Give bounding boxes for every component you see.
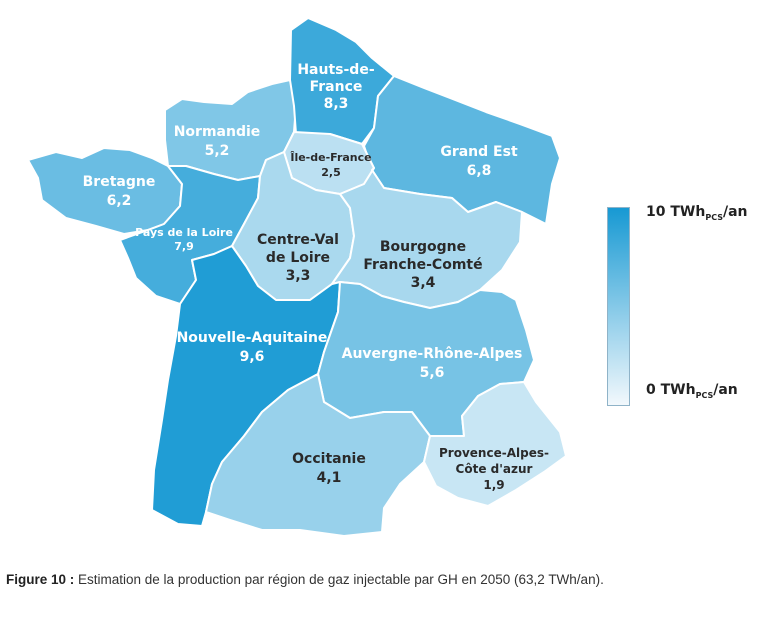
region-value-normandie: 5,2 xyxy=(205,143,230,159)
region-label-centre-val-de-loire: Centre-Val xyxy=(257,232,339,248)
region-value-pays-de-la-loire: 7,9 xyxy=(174,240,194,253)
region-label-auvergne-rhone-alpes: Auvergne-Rhône-Alpes xyxy=(342,346,523,362)
region-value-auvergne-rhone-alpes: 5,6 xyxy=(420,365,445,381)
region-label-provence-alpes-cote-dazur: Côte d'azur xyxy=(456,462,533,476)
figure-caption: Figure 10 : Estimation de la production … xyxy=(6,572,604,587)
region-value-provence-alpes-cote-dazur: 1,9 xyxy=(483,478,504,492)
region-label-occitanie: Occitanie xyxy=(292,451,366,467)
region-bourgogne-franche-comte[interactable] xyxy=(331,167,523,309)
legend-color-scale xyxy=(607,207,630,406)
region-label-bourgogne-franche-comte: Franche-Comté xyxy=(363,257,482,273)
region-label-provence-alpes-cote-dazur: Provence-Alpes- xyxy=(439,446,549,460)
region-label-normandie: Normandie xyxy=(174,124,261,140)
region-value-occitanie: 4,1 xyxy=(317,470,342,486)
caption-text: Estimation de la production par région d… xyxy=(74,572,604,587)
region-value-bretagne: 6,2 xyxy=(107,193,132,209)
region-label-bourgogne-franche-comte: Bourgogne xyxy=(380,239,466,255)
region-value-nouvelle-aquitaine: 9,6 xyxy=(240,349,265,365)
region-value-grand-est: 6,8 xyxy=(467,163,492,179)
region-value-hauts-de-france: 8,3 xyxy=(324,96,349,112)
caption-prefix: Figure 10 : xyxy=(6,572,75,587)
region-value-bourgogne-franche-comte: 3,4 xyxy=(411,275,436,291)
region-label-bretagne: Bretagne xyxy=(83,174,156,190)
region-label-hauts-de-france: Hauts-de- xyxy=(297,62,374,78)
region-bretagne[interactable] xyxy=(27,147,183,235)
legend-min-label: 0 TWhPCS/an xyxy=(646,382,738,400)
region-label-nouvelle-aquitaine: Nouvelle-Aquitaine xyxy=(177,330,328,346)
region-label-grand-est: Grand Est xyxy=(440,144,518,160)
region-label-centre-val-de-loire: de Loire xyxy=(266,250,330,266)
region-label-ile-de-france: Île-de-France xyxy=(290,151,371,164)
region-occitanie[interactable] xyxy=(205,373,431,537)
legend-max-label: 10 TWhPCS/an xyxy=(646,204,748,222)
region-provence-alpes-cote-dazur[interactable] xyxy=(423,381,567,507)
region-value-centre-val-de-loire: 3,3 xyxy=(286,268,311,284)
region-value-ile-de-france: 2,5 xyxy=(321,166,341,179)
region-label-hauts-de-france: France xyxy=(310,79,363,95)
region-label-pays-de-la-loire: Pays de la Loire xyxy=(135,226,233,239)
